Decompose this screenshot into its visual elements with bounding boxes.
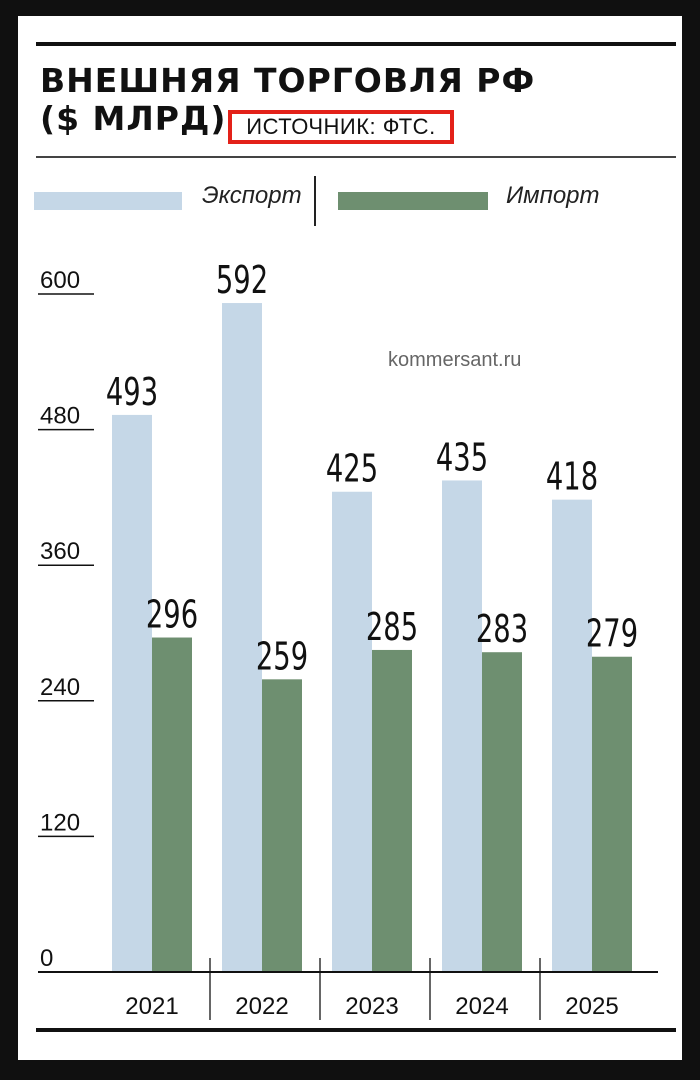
bar-import [262, 679, 302, 972]
bottom-rule [36, 1028, 676, 1032]
legend-swatch-export [34, 192, 182, 210]
value-label-import: 296 [146, 592, 198, 637]
value-label-export: 592 [216, 257, 268, 302]
y-tick-label: 240 [40, 674, 80, 701]
bar-chart: kommersant.ru 0 120 240 360 480 600 493 296 2021… [38, 257, 658, 1020]
bar-import [152, 637, 192, 972]
bar-import [592, 656, 632, 972]
y-tick-label: 480 [40, 403, 80, 430]
x-category-label: 2023 [345, 993, 398, 1020]
y-tick-label: 120 [40, 809, 80, 836]
bar-export [442, 480, 482, 972]
bar-export [222, 303, 262, 972]
title-line-2: ($ МЛРД) [40, 99, 227, 138]
bar-export [112, 414, 152, 972]
x-category-label: 2022 [235, 993, 288, 1020]
legend-label-export: Экспорт [202, 182, 302, 209]
legend-swatch-import [338, 192, 488, 210]
x-category-label: 2024 [455, 993, 508, 1020]
x-category-label: 2021 [125, 993, 178, 1020]
source-label: ИСТОЧНИК: ФТС. [228, 110, 454, 144]
value-label-export: 435 [436, 435, 488, 480]
bar-export [552, 499, 592, 972]
top-rule [36, 42, 676, 46]
title-line-1: ВНЕШНЯЯ ТОРГОВЛЯ РФ [40, 61, 536, 100]
bar-export [332, 491, 372, 972]
y-tick-label: 360 [40, 538, 80, 565]
value-label-export: 425 [326, 446, 378, 491]
y-tick-label: 0 [40, 945, 53, 972]
value-label-import: 285 [366, 604, 418, 649]
y-tick-label: 600 [40, 267, 80, 294]
legend-label-import: Импорт [506, 182, 600, 209]
header-rule [36, 156, 676, 158]
value-label-import: 279 [586, 611, 638, 656]
value-label-import: 259 [256, 634, 308, 679]
value-label-export: 493 [106, 369, 158, 414]
value-label-export: 418 [546, 454, 598, 499]
watermark: kommersant.ru [388, 349, 521, 371]
value-label-import: 283 [476, 607, 528, 652]
x-category-label: 2025 [565, 993, 618, 1020]
legend-divider [314, 176, 316, 226]
chart-title: ВНЕШНЯЯ ТОРГОВЛЯ РФ ($ МЛРД) [40, 62, 670, 138]
bar-import [372, 649, 412, 972]
chart-content: ВНЕШНЯЯ ТОРГОВЛЯ РФ ($ МЛРД) ИСТОЧНИК: Ф… [18, 16, 682, 1060]
bar-import [482, 652, 522, 972]
